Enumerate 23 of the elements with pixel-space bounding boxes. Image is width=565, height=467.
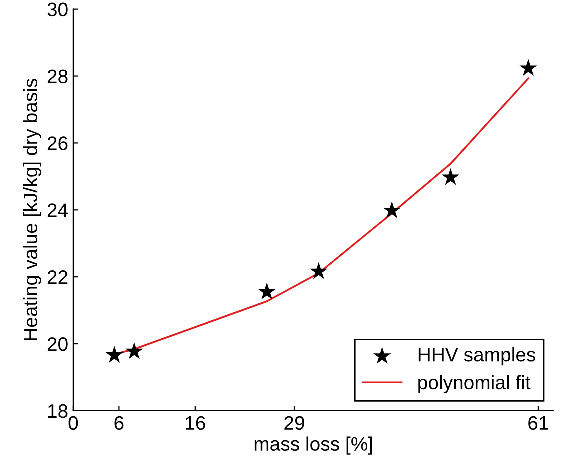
- y-axis-title: Heating value [kJ/kg] dry basis: [23, 78, 42, 340]
- x-tick-label: 61: [528, 416, 548, 430]
- y-tick-label: 18: [48, 404, 68, 418]
- point: [310, 262, 328, 280]
- x-tick-label: 16: [186, 416, 206, 430]
- y-tick-label: 28: [48, 70, 68, 84]
- y-tick-label: 26: [48, 136, 68, 150]
- x-tick-label: 29: [284, 416, 304, 430]
- point: [520, 59, 538, 76]
- x-tick-label: 0: [68, 416, 78, 430]
- point: [383, 202, 401, 218]
- point: [442, 168, 460, 186]
- legend-label: HHV samples: [418, 347, 536, 366]
- point: [126, 342, 144, 360]
- x-tick-label: 6: [114, 416, 124, 430]
- y-tick-label: 30: [48, 2, 68, 17]
- y-tick-label: 24: [48, 204, 68, 218]
- legend-label: polynomial fit: [418, 375, 531, 394]
- point: [106, 346, 124, 363]
- y-tick-label: 20: [48, 337, 68, 352]
- point: [258, 282, 276, 300]
- x-axis-title: mass loss [%]: [254, 436, 372, 455]
- y-tick-label: 22: [48, 270, 68, 284]
